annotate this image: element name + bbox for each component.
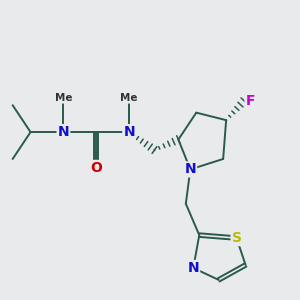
Text: N: N: [58, 125, 69, 139]
Text: N: N: [123, 125, 135, 139]
Text: N: N: [184, 162, 196, 176]
Text: Me: Me: [120, 93, 138, 103]
Text: S: S: [232, 231, 242, 245]
Text: Me: Me: [55, 93, 72, 103]
Text: F: F: [246, 94, 255, 108]
Text: O: O: [90, 161, 102, 175]
Text: N: N: [188, 261, 199, 275]
